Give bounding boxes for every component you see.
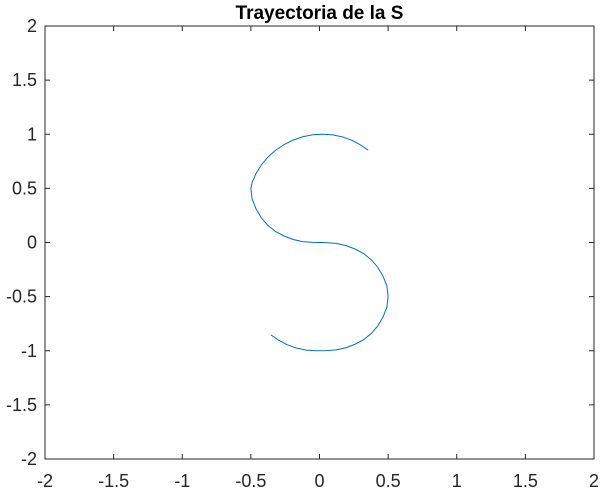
x-tick-label: -0.5 xyxy=(235,471,266,489)
x-tick-label: 2 xyxy=(589,471,599,489)
y-tick-label: -2 xyxy=(21,449,37,469)
y-tick-label: -1.5 xyxy=(6,395,37,415)
series-layer xyxy=(250,133,389,352)
y-tick-label: 0.5 xyxy=(12,178,37,198)
y-tick-label: 2 xyxy=(27,16,37,36)
x-tick-label: 1.5 xyxy=(513,471,538,489)
x-tick-label: 0.5 xyxy=(376,471,401,489)
axis-ticks xyxy=(44,25,595,460)
y-tick-label: -0.5 xyxy=(6,287,37,307)
y-tick-label: 1 xyxy=(27,124,37,144)
y-tick-label: 1.5 xyxy=(12,70,37,90)
y-tick-label: -1 xyxy=(21,341,37,361)
x-tick-label: -2 xyxy=(37,471,53,489)
chart-title: Trayectoria de la S xyxy=(236,3,404,24)
axis-tick-labels: -2 -1.5 -1 -0.5 0 0.5 1 1.5 2 -2 -1.5 -1 -0.5 0 0.5 1 1.… xyxy=(6,16,599,491)
x-tick-label: -1.5 xyxy=(98,471,129,489)
y-tick-label: 0 xyxy=(27,233,37,253)
x-tick-label: 1 xyxy=(452,471,462,489)
x-tick-label: 0 xyxy=(314,471,324,489)
series-line-0 xyxy=(250,133,389,352)
x-tick-label: -1 xyxy=(174,471,190,489)
